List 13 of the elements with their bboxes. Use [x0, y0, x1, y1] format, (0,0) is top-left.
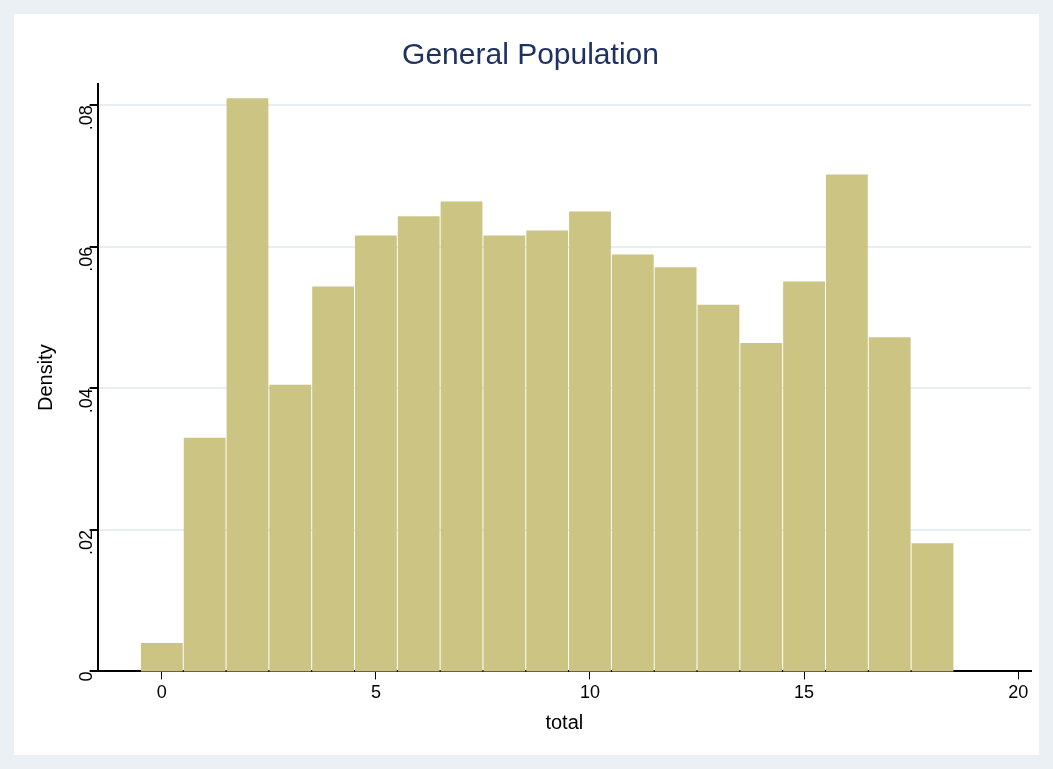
y-tick-label: 0 — [75, 671, 96, 682]
chart-title: General Population — [402, 37, 659, 71]
x-axis-title: total — [545, 710, 584, 733]
y-tick-label: .04 — [75, 388, 96, 414]
y-tick-label: .06 — [75, 246, 96, 272]
y-tick-label: .08 — [75, 105, 96, 131]
y-tick-label: .02 — [75, 529, 96, 555]
x-tick-label: 10 — [579, 682, 601, 703]
x-tick-label: 20 — [1008, 682, 1029, 703]
x-tick-label: 5 — [370, 682, 381, 703]
y-axis-title: Density — [33, 344, 56, 412]
x-tick-label: 0 — [156, 682, 167, 703]
x-tick-label: 15 — [794, 682, 815, 703]
